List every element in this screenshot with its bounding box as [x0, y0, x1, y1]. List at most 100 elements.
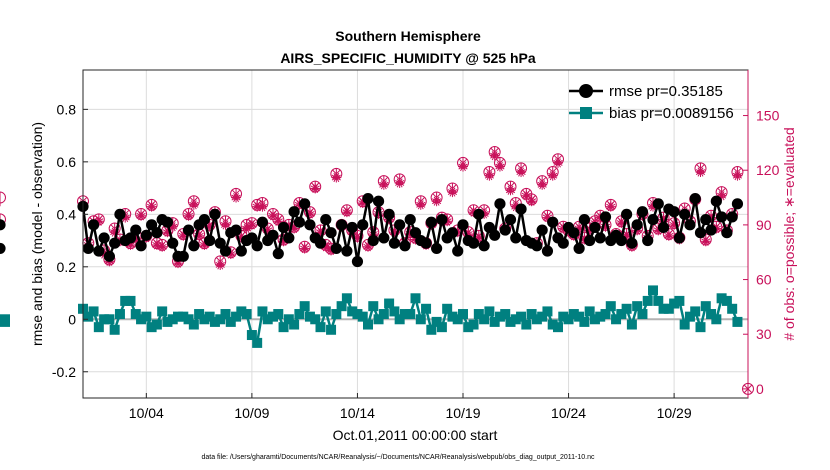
bias-point	[204, 311, 215, 322]
bias-point	[637, 309, 648, 320]
y2-tick-label: 0	[756, 381, 764, 397]
bias-point	[246, 330, 257, 341]
possible-marker	[330, 167, 343, 180]
bias-point	[368, 301, 379, 312]
rmse-point	[536, 224, 548, 236]
possible-marker	[145, 198, 158, 211]
rmse-point	[272, 248, 284, 260]
rmse-point	[209, 208, 221, 220]
bias-point	[141, 311, 152, 322]
bias-point	[568, 309, 579, 320]
rmse-point	[557, 237, 569, 249]
chart-subtitle: AIRS_SPECIFIC_HUMIDITY @ 525 hPa	[280, 50, 536, 66]
rmse-point	[404, 213, 416, 226]
possible-marker	[694, 162, 707, 175]
possible-marker-circle	[0, 191, 6, 204]
rmse-point	[230, 224, 242, 236]
rmse-point	[652, 198, 664, 210]
bias-point	[579, 316, 590, 327]
rmse-point	[146, 219, 158, 231]
bias-point	[595, 311, 606, 322]
rmse-point	[647, 213, 659, 226]
bias-point	[473, 309, 484, 320]
rmse-point	[673, 232, 685, 244]
bias-point	[732, 316, 743, 327]
bias-point	[273, 309, 284, 320]
bias-point	[183, 314, 194, 325]
possible-marker	[272, 213, 285, 226]
rmse-point	[478, 240, 490, 252]
bias-point	[690, 306, 701, 317]
rmse-point	[541, 245, 554, 257]
y-tick-label: -0.2	[52, 364, 76, 380]
possible-marker	[430, 191, 443, 204]
rmse-point	[657, 221, 670, 234]
rmse-point	[394, 219, 406, 231]
bias-point	[669, 298, 680, 309]
rmse-point	[636, 206, 649, 218]
bias-point	[632, 301, 643, 312]
bias-point	[447, 311, 458, 322]
rmse-point	[594, 232, 606, 244]
bias-point	[700, 301, 711, 312]
legend-rmse-marker	[579, 84, 593, 98]
possible-marker	[393, 173, 406, 186]
bias-point	[283, 314, 294, 325]
bias-point	[289, 319, 300, 330]
bias-point	[442, 303, 453, 314]
rmse-point	[188, 240, 200, 252]
bias-point	[173, 311, 183, 322]
bias-point	[611, 314, 622, 325]
chart-title: Southern Hemisphere	[335, 28, 481, 44]
rmse-point	[710, 195, 722, 207]
rmse-point	[109, 237, 121, 249]
rmse-point	[198, 213, 210, 226]
rmse-point	[177, 250, 189, 262]
possible-marker	[230, 187, 243, 200]
bias-point	[521, 319, 532, 330]
x-tick-label: 10/24	[551, 405, 586, 421]
bias-point	[653, 295, 664, 306]
rmse-point	[204, 234, 216, 247]
y2-tick-label: 60	[756, 272, 772, 288]
bias-point	[336, 301, 347, 312]
bias-point	[241, 309, 252, 320]
possible-marker	[298, 240, 311, 253]
rmse-point	[246, 232, 258, 244]
bias-point	[463, 322, 474, 333]
bias-point	[695, 322, 706, 333]
bias-point	[589, 314, 600, 325]
bias-point	[410, 293, 421, 304]
rmse-point	[420, 237, 432, 249]
bias-point	[231, 311, 242, 322]
bias-point	[642, 295, 653, 306]
bias-point	[494, 311, 505, 322]
rmse-point	[182, 224, 195, 236]
bias-point	[262, 314, 273, 325]
possible-marker	[488, 146, 501, 158]
bias-point	[188, 319, 199, 330]
rmse-point	[515, 203, 527, 215]
possible-marker	[377, 175, 390, 188]
bias-point	[178, 311, 189, 322]
bias-point	[479, 314, 490, 325]
x-tick-label: 10/14	[340, 405, 375, 421]
bias-point	[157, 306, 168, 317]
bias-point	[357, 311, 368, 322]
bias-point	[558, 311, 569, 322]
y2-axis-label: # of obs: o=possible; ∗=evaluated	[781, 127, 797, 340]
possible-marker	[0, 213, 6, 226]
bias-point	[658, 303, 669, 314]
bias-point	[136, 314, 147, 325]
bias-point	[268, 311, 278, 322]
possible-marker	[525, 193, 538, 206]
rmse-point	[531, 240, 543, 252]
data-file-footer: data file: /Users/gharamti/Documents/NCA…	[201, 454, 595, 461]
x-tick-label: 10/09	[234, 405, 269, 421]
possible-marker	[552, 153, 564, 166]
y2-tick-label: 30	[756, 326, 772, 342]
rmse-point	[283, 232, 295, 244]
bias-point	[389, 306, 400, 317]
bias-point	[716, 293, 727, 304]
